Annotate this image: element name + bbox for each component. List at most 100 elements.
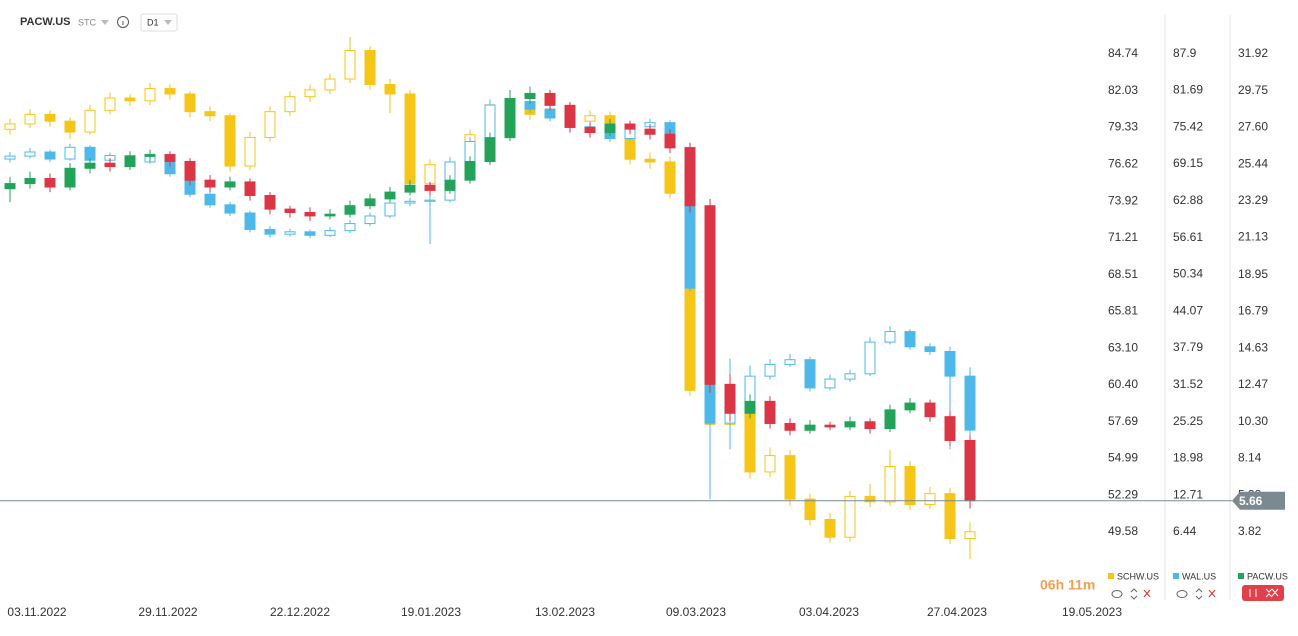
close-icon[interactable] [1143,589,1151,598]
y-tick-label: 31.52 [1173,377,1203,391]
candle-body [704,205,716,385]
candle-body [404,184,416,193]
x-tick-label: 22.12.2022 [270,605,330,619]
candle-body [684,147,696,207]
y-tick-label: 12.47 [1238,377,1268,391]
candle-body [4,183,16,190]
candle-body [404,200,416,204]
candle-body [584,126,596,134]
candle-body [644,128,656,135]
candle-body [344,49,356,80]
y-tick-label: 69.15 [1173,156,1203,170]
candle-body [444,179,456,191]
y-tick-label: 71.21 [1108,230,1138,244]
y-tick-label: 81.69 [1173,83,1203,97]
y-tick-label: 25.25 [1173,414,1203,428]
candle-body [764,400,776,424]
candle-body [384,202,396,217]
candle-body [904,331,916,348]
y-tick-label: 6.44 [1173,524,1197,538]
candle-body [244,212,256,230]
y-tick-label: 68.51 [1108,267,1138,281]
candle-body [284,96,296,113]
candle-body [924,493,936,506]
candle-body [804,424,816,431]
symbol: PACW.US [20,16,71,28]
move-icon[interactable] [1130,588,1138,600]
y-tick-label: 84.74 [1108,46,1138,60]
candle-body [564,104,576,128]
dropdown-arrow [164,20,172,25]
candle-body [864,341,876,375]
y-tick-label: 18.95 [1238,267,1268,281]
candle-body [584,115,596,122]
y-tick-label: 76.62 [1108,157,1138,171]
candle-body [364,215,376,225]
candle-body [224,115,236,167]
x-tick-label: 19.05.2023 [1062,605,1122,619]
candle-body [844,421,856,428]
candle-body [324,78,336,91]
candle-body [964,439,976,502]
x-tick-label: 19.01.2023 [401,605,461,619]
interval: D1 [147,17,159,27]
candle-body [244,181,256,197]
candle-body [664,133,676,149]
y-tick-label: 79.33 [1108,120,1138,134]
candle-body [884,409,896,430]
interval-box[interactable] [140,13,178,32]
candle-body [224,181,236,188]
legend-label[interactable]: PACW.US [1247,571,1288,581]
candle-body [384,191,396,200]
candle-body [184,93,196,113]
candle-body [364,49,376,85]
last-price-tag [1232,491,1285,510]
y-tick-label: 21.13 [1238,230,1268,244]
candle-body [224,204,236,214]
candle-body [364,198,376,207]
candle-body [304,212,316,217]
x-tick-label: 09.03.2023 [666,605,726,619]
eye-icon[interactable] [1111,590,1123,598]
legend-label[interactable]: WAL.US [1182,571,1216,581]
y-tick-label: 73.92 [1108,193,1138,207]
y-tick-label: 56.61 [1173,230,1203,244]
candle-body [904,465,916,506]
series-2 [4,86,976,509]
candle-body [84,162,96,169]
eye-icon[interactable] [1176,590,1188,598]
candle-body [164,88,176,95]
y-tick-label: 54.99 [1108,451,1138,465]
candle-body [844,495,856,538]
y-tick-label: 65.81 [1108,304,1138,318]
y-tick-label: 23.29 [1238,193,1268,207]
dropdown-arrow[interactable] [101,20,109,25]
chart-style[interactable]: STC [78,17,97,27]
active-series-box[interactable] [1242,585,1284,601]
y-tick-label: 49.58 [1108,524,1138,538]
candle-body [204,111,216,117]
candle-body [824,519,836,538]
candle-body [724,383,736,414]
candle-body [784,455,796,500]
y-tick-label: 25.44 [1238,156,1268,170]
y-tick-label: 29.75 [1238,83,1268,97]
legend-label[interactable]: SCHW.US [1117,571,1159,581]
y-tick-label: 52.29 [1108,487,1138,501]
candle-body [124,155,136,168]
move-icon[interactable] [1195,588,1203,600]
candle-body [104,97,116,111]
x-tick-label: 03.04.2023 [799,605,859,619]
y-tick-label: 63.10 [1108,340,1138,354]
candle-body [744,400,756,414]
info-icon[interactable] [117,16,129,28]
candle-body [904,402,916,411]
candle-body [884,331,896,343]
candle-body [4,155,16,160]
x-tick-label: 29.11.2022 [138,605,197,619]
close-icon[interactable] [1208,589,1216,598]
legend-swatch [1173,573,1179,579]
candle-body [64,120,76,133]
y-tick-label: 50.34 [1173,267,1203,281]
candle-body [324,213,336,217]
